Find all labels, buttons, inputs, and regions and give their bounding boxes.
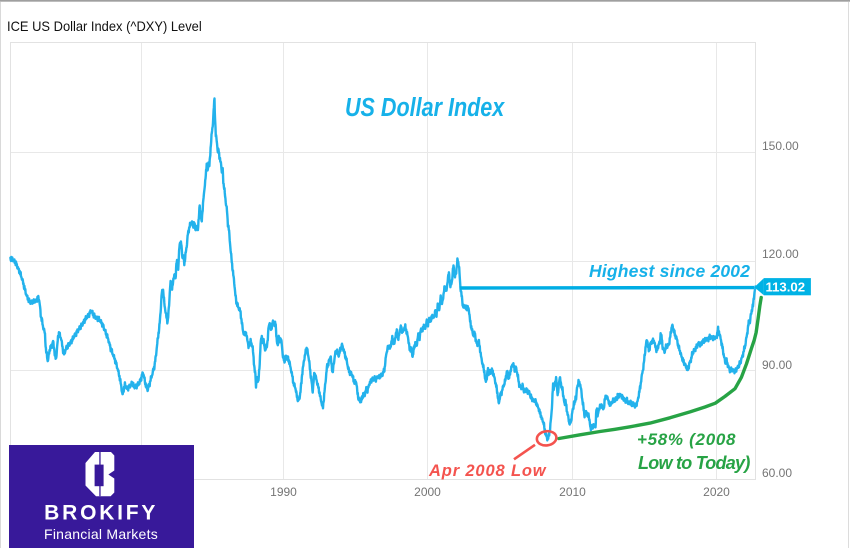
svg-text:BROKIFY: BROKIFY — [44, 502, 158, 525]
svg-text:113.02: 113.02 — [765, 279, 805, 294]
svg-text:Financial Markets: Financial Markets — [44, 526, 158, 542]
